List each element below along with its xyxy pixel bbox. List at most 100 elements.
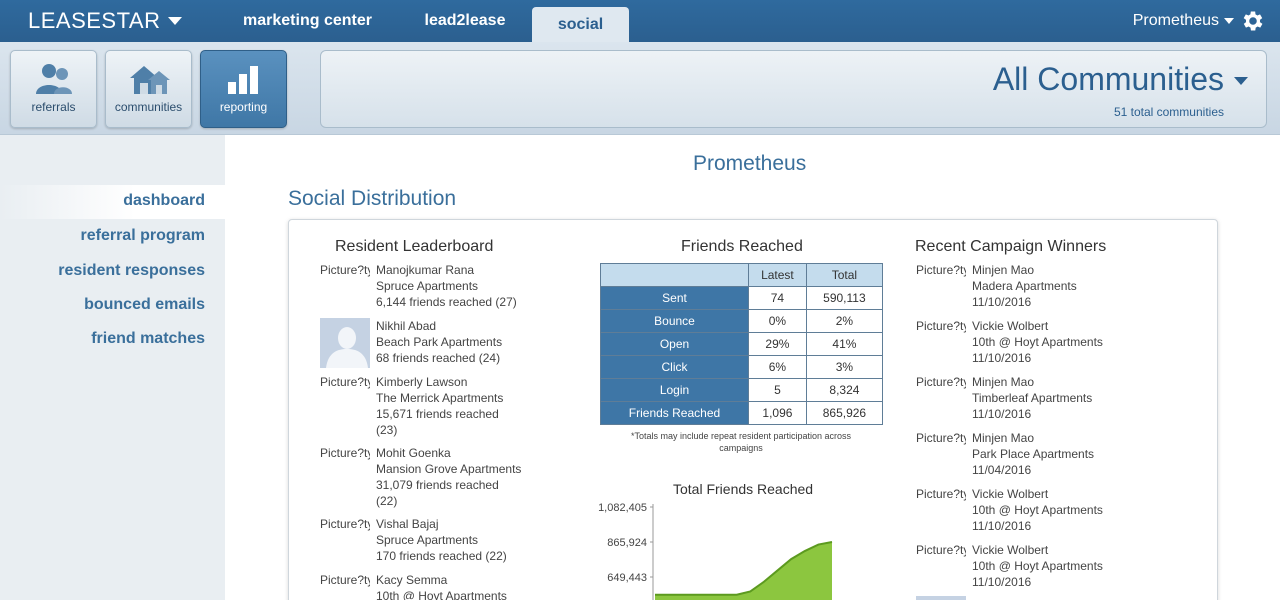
row-label: Login	[600, 378, 749, 402]
row-latest: 74	[748, 286, 807, 310]
winner-property: Madera Apartments	[972, 279, 1077, 293]
sidebar-item-friend-matches[interactable]: friend matches	[91, 330, 205, 347]
row-label: Sent	[600, 286, 749, 310]
broken-picture: Picture?type=square	[916, 431, 966, 445]
leaderboard-entry: Nikhil Abad Beach Park Apartments 68 fri…	[320, 318, 550, 370]
y-tick-label: 1,082,405	[598, 502, 647, 514]
resident-name: Manojkumar Rana	[376, 263, 475, 277]
person-placeholder-icon	[320, 318, 370, 368]
leaderboard-title: Resident Leaderboard	[335, 238, 494, 255]
table-header-blank	[600, 263, 749, 287]
bar-chart-icon	[227, 66, 258, 94]
leaderboard-entry: Picture?type=square Kacy Semma 10th @ Ho…	[320, 572, 550, 600]
resident-property: Mansion Grove Apartments	[376, 462, 522, 476]
tab-social[interactable]: social	[532, 7, 629, 42]
winner-date: 11/10/2016	[972, 295, 1032, 309]
community-count: 51 total communities	[1113, 105, 1224, 119]
row-latest: 29%	[748, 332, 807, 356]
winner-date: 11/04/2016	[972, 463, 1032, 477]
total-friends-chart: 1,082,405 865,924 649,443	[598, 502, 833, 600]
winner-entry: Picture?type=square Minjen Mao Madera Ap…	[916, 262, 1146, 312]
resident-name: Kacy Semma	[376, 573, 448, 587]
row-latest: 0%	[748, 309, 807, 333]
referrals-label: referrals	[31, 100, 76, 114]
tab-lead2lease[interactable]: lead2lease	[424, 12, 506, 29]
winner-date: 11/10/2016	[972, 575, 1032, 589]
table-row: Friends Reached 1,096 865,926	[600, 401, 884, 425]
top-navigation-bar: LEASESTAR marketing center lead2lease so…	[0, 0, 1280, 42]
leaderboard-entry: Picture?type=square Kimberly Lawson The …	[320, 374, 550, 440]
chevron-down-icon	[1234, 77, 1248, 85]
referrals-button[interactable]: referrals	[10, 50, 97, 128]
sidebar-item-dashboard[interactable]: dashboard	[123, 192, 205, 209]
leaderboard-entry: Picture?type=square Mohit Goenka Mansion…	[320, 445, 550, 511]
table-row: Click 6% 3%	[600, 355, 884, 379]
page-title: Prometheus	[693, 152, 807, 175]
reporting-button[interactable]: reporting	[200, 50, 287, 128]
broken-picture: Picture?type=square	[320, 375, 370, 389]
broken-picture: Picture?type=square	[916, 263, 966, 277]
totals-footnote: *Totals may include repeat resident part…	[630, 431, 852, 453]
tab-marketing-center[interactable]: marketing center	[243, 12, 372, 29]
row-total: 8,324	[805, 378, 884, 402]
winner-name: Vickie Wolbert	[972, 543, 1049, 557]
table-header-row: Latest Total	[600, 263, 884, 287]
sidebar: dashboard referral program resident resp…	[0, 135, 225, 600]
winner-entry: Picture?type=square Vickie Wolbert 10th …	[916, 542, 1146, 592]
reporting-label: reporting	[219, 100, 268, 114]
house-icon	[129, 66, 170, 94]
section-title: Social Distribution	[288, 187, 457, 210]
broken-picture: Picture?type=square	[916, 319, 966, 333]
row-latest: 6%	[748, 355, 807, 379]
resident-name: Nikhil Abad	[376, 319, 437, 333]
winner-entry: Picture?type=square Minjen Mao Timberlea…	[916, 374, 1146, 424]
winner-property: 10th @ Hoyt Apartments	[972, 335, 1103, 349]
chart-title: Total Friends Reached	[673, 481, 814, 497]
leaderboard-entry: Picture?type=square Manojkumar Rana Spru…	[320, 262, 550, 312]
broken-picture: Picture?type=square	[320, 573, 370, 587]
table-header-latest: Latest	[748, 263, 807, 287]
friends-reached-table: Latest Total Sent 74 590,113 Bounce 0% 2…	[600, 263, 884, 425]
winner-name: Vickie Wolbert	[972, 319, 1049, 333]
row-latest: 1,096	[748, 401, 807, 425]
campaign-winners-title: Recent Campaign Winners	[915, 238, 1107, 255]
winner-entry: Picture?type=square Minjen Mao Park Plac…	[916, 430, 1146, 480]
winner-entry: Picture?type=square Vickie Wolbert 10th …	[916, 486, 1146, 536]
avatar	[916, 596, 966, 600]
user-menu[interactable]: Prometheus	[1133, 12, 1234, 30]
resident-name: Vishal Bajaj	[376, 517, 439, 531]
winner-property: 10th @ Hoyt Apartments	[972, 559, 1103, 573]
resident-property: Spruce Apartments	[376, 279, 479, 293]
winner-entry: Picture?type=square Vickie Wolbert 10th …	[916, 318, 1146, 368]
resident-name: Mohit Goenka	[376, 446, 451, 460]
broken-picture: Picture?type=square	[916, 487, 966, 501]
broken-picture: Picture?type=square	[916, 375, 966, 389]
row-label: Friends Reached	[600, 401, 749, 425]
row-total: 2%	[805, 309, 884, 333]
table-row: Open 29% 41%	[600, 332, 884, 356]
sidebar-item-bounced-emails[interactable]: bounced emails	[84, 296, 205, 313]
subheader-toolbar: referrals communities reporting All Comm…	[0, 42, 1280, 135]
table-row: Bounce 0% 2%	[600, 309, 884, 333]
winner-property: Park Place Apartments	[972, 447, 1095, 461]
sidebar-active-highlight	[0, 185, 225, 219]
resident-property: Beach Park Apartments	[376, 335, 503, 349]
gear-icon[interactable]	[1240, 8, 1266, 34]
sidebar-item-resident-responses[interactable]: resident responses	[58, 262, 205, 279]
winner-property: Timberleaf Apartments	[972, 391, 1093, 405]
communities-label: communities	[114, 100, 183, 114]
broken-picture: Picture?type=square	[320, 517, 370, 531]
winner-name: Minjen Mao	[972, 263, 1035, 277]
logo-text: LEASESTAR	[28, 8, 161, 33]
broken-picture: Picture?type=square	[320, 446, 370, 460]
row-total: 41%	[805, 332, 884, 356]
y-tick-label: 865,924	[607, 537, 647, 549]
row-latest: 5	[748, 378, 807, 402]
leasestar-logo[interactable]: LEASESTAR	[28, 8, 183, 34]
row-label: Click	[600, 355, 749, 379]
community-selector[interactable]: All Communities 51 total communities	[320, 50, 1267, 128]
row-total: 590,113	[805, 286, 884, 310]
communities-button[interactable]: communities	[105, 50, 192, 128]
winner-name: Minjen Mao	[972, 431, 1035, 445]
sidebar-item-referral-program[interactable]: referral program	[80, 227, 206, 244]
